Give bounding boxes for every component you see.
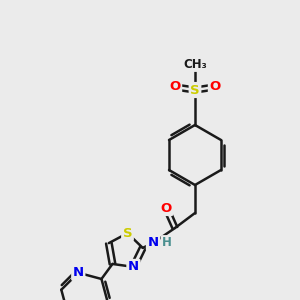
Text: H: H (162, 236, 172, 250)
Text: S: S (190, 83, 200, 97)
Text: O: O (160, 202, 172, 214)
Text: N: N (128, 260, 139, 273)
Text: N: N (73, 266, 84, 279)
Text: O: O (209, 80, 220, 94)
Text: S: S (123, 227, 132, 240)
Text: CH₃: CH₃ (183, 58, 207, 70)
Text: O: O (169, 80, 181, 94)
Text: N: N (147, 236, 159, 250)
